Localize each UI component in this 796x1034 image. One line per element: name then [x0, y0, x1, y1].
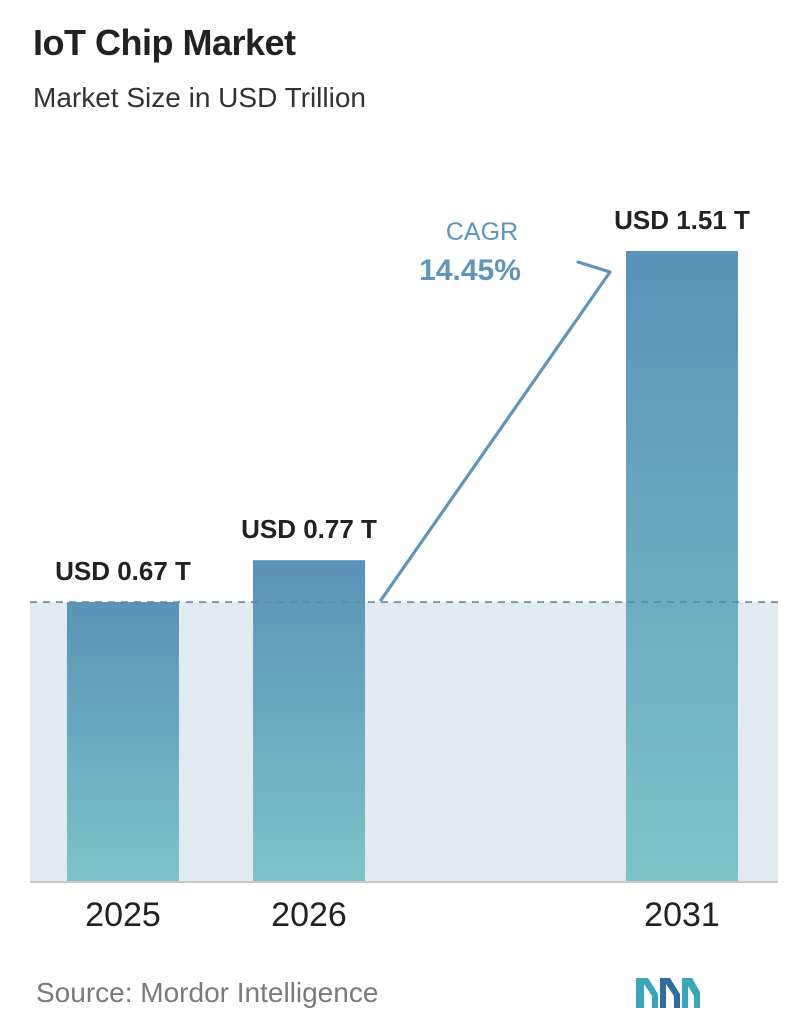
- x-tick-label-2031: 2031: [644, 896, 720, 934]
- chart-subtitle: Market Size in USD Trillion: [33, 82, 366, 113]
- data-label-2025: USD 0.67 T: [55, 556, 191, 586]
- data-label-2026: USD 0.77 T: [241, 514, 377, 544]
- mordor-logo: [636, 978, 700, 1008]
- cagr-label: CAGR: [446, 218, 518, 246]
- chart-title: IoT Chip Market: [33, 22, 296, 63]
- bar-2031: [626, 251, 738, 882]
- x-tick-label-2026: 2026: [271, 896, 347, 934]
- cagr-value: 14.45%: [419, 254, 521, 287]
- bar-2025: [67, 602, 179, 882]
- x-tick-label-2025: 2025: [85, 896, 161, 934]
- bar-chart: USD 0.67 T 2025 USD 0.77 T 2026 USD 1.51 T 20…: [30, 205, 778, 934]
- data-label-2031: USD 1.51 T: [614, 205, 750, 235]
- cagr-arrow: [379, 260, 612, 602]
- bar-2026: [253, 560, 365, 882]
- source-note: Source: Mordor Intelligence: [36, 977, 379, 1008]
